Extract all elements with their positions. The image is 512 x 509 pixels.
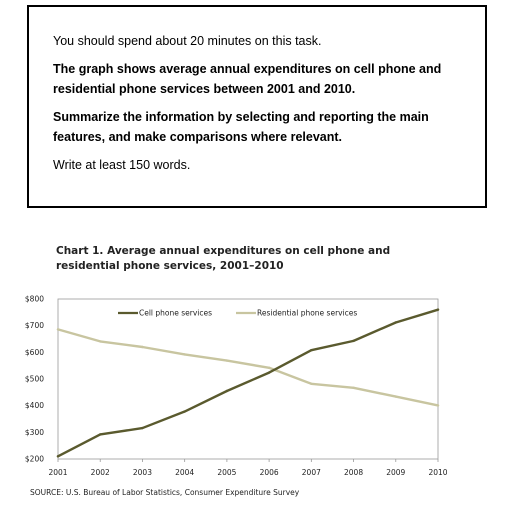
x-tick-label: 2003 — [133, 468, 152, 477]
data-point — [225, 389, 229, 393]
legend-label: Cell phone services — [139, 309, 212, 318]
data-point — [352, 386, 355, 389]
data-point — [56, 328, 60, 331]
data-point — [183, 410, 186, 413]
task-box: You should spend about 20 minutes on thi… — [27, 5, 487, 208]
x-tick-label: 2002 — [91, 468, 110, 477]
task-instruction: Summarize the information by selecting a… — [53, 110, 429, 144]
x-tick-label: 2008 — [344, 468, 363, 477]
x-tick-label: 2001 — [48, 468, 67, 477]
y-tick-label: $500 — [25, 375, 44, 384]
series-lines — [56, 308, 440, 458]
y-axis-ticks: $200 $300 $400 $500 $600 $700 $800 — [25, 295, 44, 464]
data-point — [99, 433, 102, 436]
y-tick-label: $600 — [25, 348, 44, 357]
data-point — [436, 404, 440, 407]
data-point — [310, 382, 313, 385]
y-tick-label: $800 — [25, 295, 44, 304]
data-point — [99, 340, 102, 343]
data-point — [267, 366, 271, 369]
y-tick-label: $400 — [25, 401, 44, 410]
y-tick-label: $300 — [25, 428, 44, 437]
chart-axes — [57, 298, 439, 460]
data-point — [310, 349, 313, 352]
data-point — [56, 455, 60, 458]
chart-legend: Cell phone services Residential phone ser… — [118, 309, 357, 318]
x-tick-label: 2009 — [386, 468, 405, 477]
legend-label: Residential phone services — [257, 309, 357, 318]
task-word-count: Write at least 150 words. — [53, 158, 191, 172]
y-tick-label: $700 — [25, 321, 44, 330]
x-axis-ticks: 2001 2002 2003 2004 2005 2006 2007 2008 2009 2010 — [48, 459, 448, 477]
x-tick-label: 2004 — [175, 468, 194, 477]
data-point — [436, 308, 440, 311]
data-point — [267, 371, 271, 374]
line-chart: $200$300$400$500$600$700$800 2001 2002 200… — [25, 295, 448, 478]
data-point — [394, 395, 397, 398]
x-tick-label: 2005 — [217, 468, 236, 477]
series-line-cell-phone-services — [56, 308, 440, 458]
x-tick-label: 2010 — [428, 468, 447, 477]
series-line-residential-phone-services — [56, 328, 440, 407]
data-point — [141, 345, 144, 349]
data-point — [183, 353, 186, 356]
plot-frame — [57, 298, 439, 460]
x-tick-label: 2007 — [302, 468, 321, 477]
data-point — [352, 339, 355, 343]
x-tick-label: 2006 — [260, 468, 279, 477]
task-prompt: The graph shows average annual expenditu… — [53, 62, 442, 96]
data-point — [394, 321, 397, 324]
task-intro: You should spend about 20 minutes on thi… — [53, 34, 322, 48]
chart-source: SOURCE: U.S. Bureau of Labor Statistics,… — [30, 488, 300, 497]
y-tick-label: $200 — [25, 455, 44, 464]
data-point — [225, 359, 229, 362]
chart-title: Chart 1. Average annual expenditures on … — [56, 245, 391, 272]
data-point — [141, 426, 144, 430]
